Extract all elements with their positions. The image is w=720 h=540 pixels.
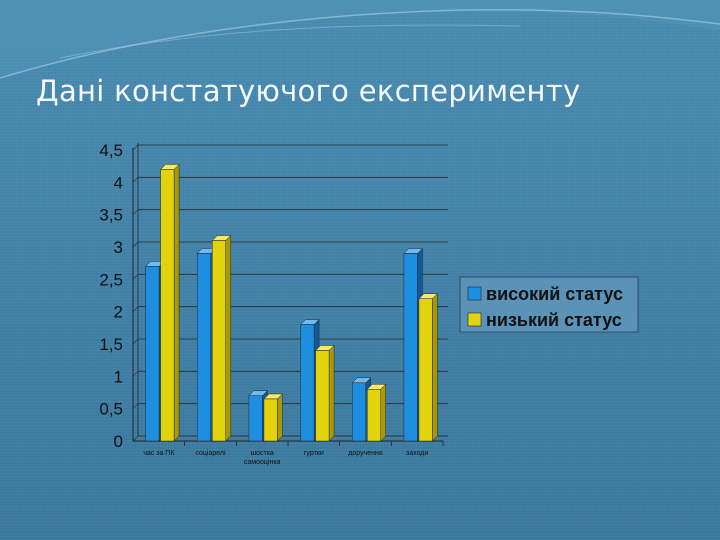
- bar-side: [328, 344, 335, 442]
- x-tick-label: соціарелі: [195, 449, 226, 457]
- y-tick-label: 4: [114, 173, 123, 192]
- gridline-side: [132, 274, 139, 280]
- bar-side: [225, 234, 231, 442]
- y-tick-label: 2: [114, 303, 123, 322]
- gridline-side: [132, 241, 139, 248]
- gridline-side: [132, 306, 139, 312]
- bar-high-status: [352, 382, 366, 442]
- x-tick-label: доручення: [348, 450, 383, 457]
- bar-high-status: [248, 395, 263, 442]
- bars-layer: [144, 163, 439, 442]
- y-tick-label: 2,5: [99, 270, 123, 289]
- bar-side: [173, 163, 180, 442]
- gridline-side: [132, 338, 139, 345]
- slide-title: Дані констатуючого експерименту: [36, 74, 581, 108]
- x-tick-label: заходи: [406, 450, 428, 457]
- legend-label-low: низький статус: [486, 310, 622, 330]
- bar-high-status: [145, 266, 160, 442]
- bar-high-status: [300, 324, 315, 442]
- y-tick-labels: 0 0,5 1 1,5 2 2,5 3 3,5 4 4,5: [99, 141, 123, 451]
- bar-low-status: [418, 298, 433, 442]
- x-tick-label: час за ПК: [143, 450, 175, 457]
- bar-high-status: [403, 253, 418, 442]
- bar-low-status: [367, 389, 381, 442]
- legend-swatch-high: [467, 286, 482, 301]
- bar-low-status: [315, 350, 330, 442]
- bar-low-status: [263, 398, 278, 442]
- gridline-side: [132, 403, 139, 409]
- y-tick-label: 4,5: [99, 141, 123, 160]
- gridline-side: [132, 371, 139, 377]
- grid-layer: [132, 144, 448, 442]
- gridline-side: [132, 177, 139, 183]
- legend-label-high: високий статус: [486, 284, 623, 304]
- legend: високий статус низький статус: [459, 276, 639, 333]
- bar-side: [432, 293, 438, 442]
- decorative-top-wave: [0, 0, 720, 79]
- legend-swatch-low: [467, 312, 482, 327]
- x-tick-label: шостка: [251, 450, 274, 457]
- y-tick-label: 3: [114, 238, 123, 257]
- y-tick-label: 0,5: [99, 400, 123, 419]
- y-tick-label: 3,5: [99, 206, 123, 225]
- gridline-side: [132, 209, 139, 215]
- x-tick-label: гуртки: [304, 450, 324, 457]
- axis-layer: [132, 143, 448, 446]
- gridline-side: [132, 144, 139, 151]
- bar-side: [380, 383, 386, 442]
- y-tick-label: 1: [114, 367, 123, 386]
- y-tick-label: 1,5: [99, 335, 123, 354]
- bar-low-status: [160, 169, 175, 442]
- bar-low-status: [212, 240, 226, 442]
- legend-box: [459, 276, 639, 333]
- bar-high-status: [197, 253, 211, 442]
- y-tick-label: 0: [114, 432, 123, 451]
- x-tick-label: самооцінка: [244, 458, 281, 466]
- gridline-side: [132, 435, 139, 442]
- bar-side: [277, 393, 283, 442]
